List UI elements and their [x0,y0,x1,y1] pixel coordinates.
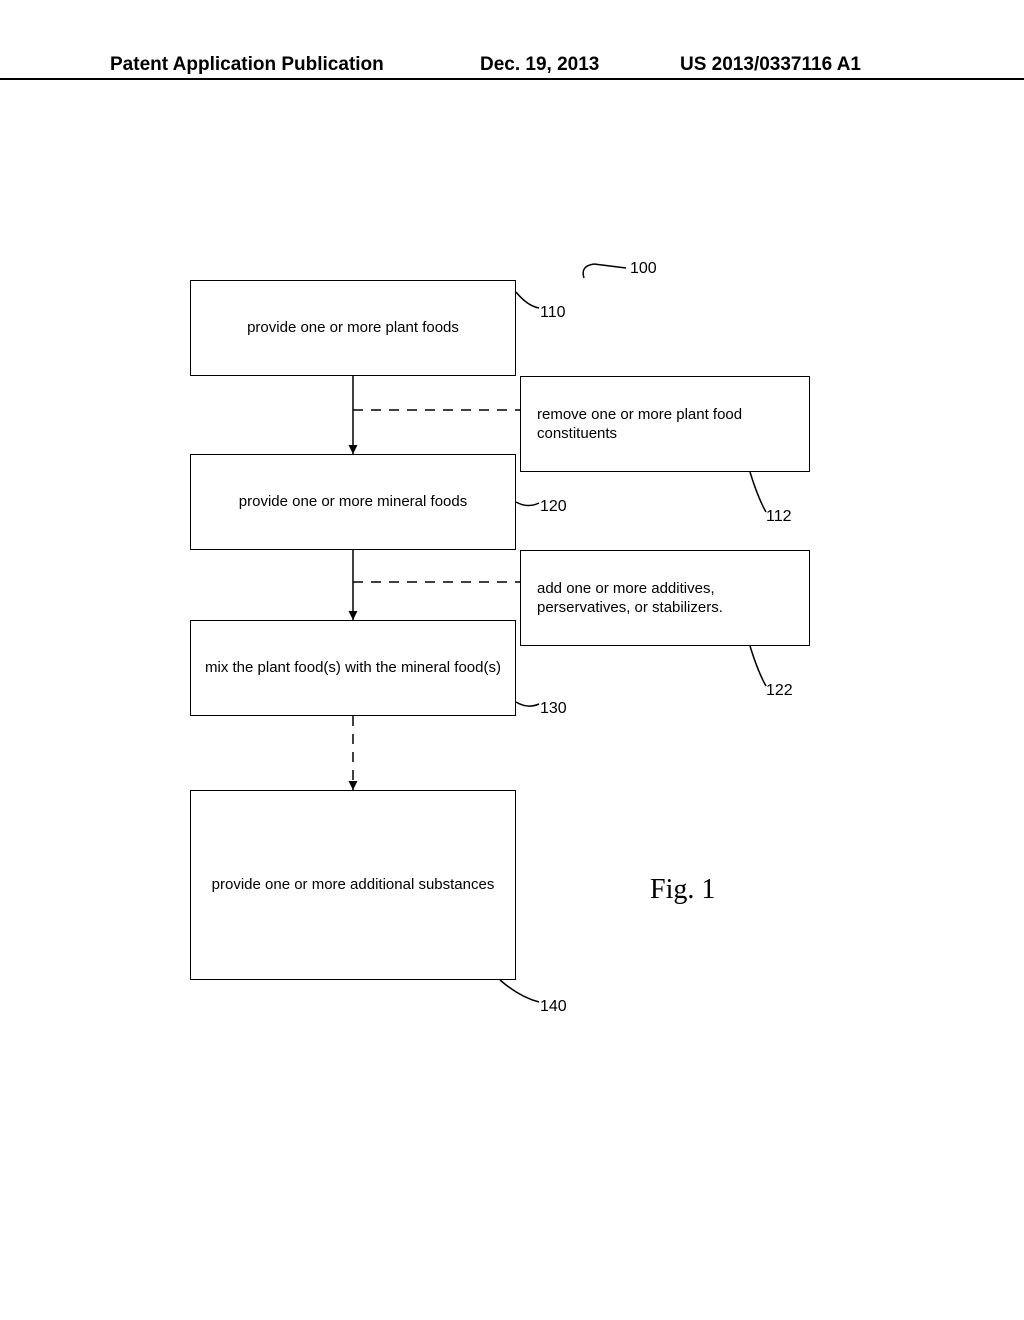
flowchart-box-n122: add one or more additives, perservatives… [520,550,810,646]
ref-label-112: 112 [766,508,792,526]
leader-n130 [516,702,539,706]
ref-label-130: 130 [540,700,567,718]
flowchart-box-n110: provide one or more plant foods [190,280,516,376]
ref-label-110: 110 [540,304,566,322]
header-date: Dec. 19, 2013 [480,54,599,76]
flowchart-box-n120: provide one or more mineral foods [190,454,516,550]
leader-n110 [516,292,539,308]
ref-label-122: 122 [766,682,793,700]
patent-page: Patent Application Publication Dec. 19, … [0,0,1024,1320]
header-left-text: Patent Application Publication [110,54,384,76]
flowchart-box-n140: provide one or more additional substance… [190,790,516,980]
ref-label-100: 100 [630,260,657,278]
leader-n112 [750,472,766,512]
flowchart-diagram: provide one or more plant foods 110 remove… [190,260,850,1020]
flowchart-box-n112: remove one or more plant food constituen… [520,376,810,472]
flowchart-box-n130: mix the plant food(s) with the mineral f… [190,620,516,716]
leader-n122 [750,646,766,686]
ref-label-120: 120 [540,498,567,516]
header-publication-number: US 2013/0337116 A1 [680,54,861,76]
ref-label-140: 140 [540,998,567,1016]
leader-n140 [500,980,539,1002]
header-rule [0,78,1024,80]
ref-hook-100 [583,264,594,278]
leader-n120 [516,502,539,506]
figure-caption: Fig. 1 [650,874,715,906]
